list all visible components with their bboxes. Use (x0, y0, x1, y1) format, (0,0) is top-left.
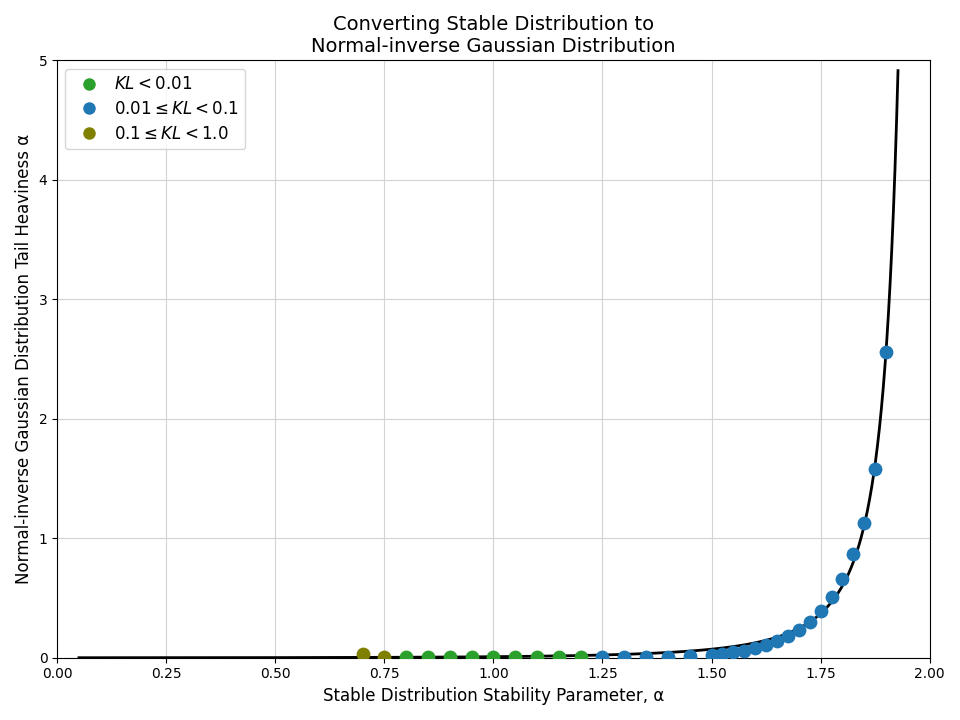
X-axis label: Stable Distribution Stability Parameter, α: Stable Distribution Stability Parameter,… (323, 687, 664, 705)
Point (726, 647, 741, 658)
Point (715, 648, 731, 660)
Point (486, 652, 501, 663)
Point (856, 517, 872, 528)
Point (420, 652, 436, 663)
Point (813, 606, 828, 617)
Point (758, 639, 774, 651)
Point (835, 573, 851, 585)
Point (529, 652, 544, 663)
Point (355, 649, 371, 660)
Point (846, 548, 861, 559)
Point (736, 645, 752, 657)
Point (464, 652, 479, 663)
Point (443, 652, 458, 663)
Point (398, 652, 414, 663)
Point (682, 650, 697, 662)
Legend: $KL < 0.01$, $0.01 \leq KL < 0.1$, $0.1 \leq KL < 1.0$: $KL < 0.01$, $0.01 \leq KL < 0.1$, $0.1 … (65, 68, 246, 149)
Point (824, 591, 839, 603)
Point (595, 652, 611, 663)
Point (551, 652, 566, 663)
Point (660, 651, 676, 662)
Title: Converting Stable Distribution to
Normal-inverse Gaussian Distribution: Converting Stable Distribution to Normal… (311, 15, 676, 56)
Point (868, 463, 883, 474)
Point (791, 624, 806, 636)
Point (780, 631, 796, 642)
Point (802, 616, 817, 628)
Point (376, 651, 392, 662)
Point (878, 346, 894, 358)
Point (704, 649, 719, 660)
Y-axis label: Normal-inverse Gaussian Distribution Tail Heaviness α: Normal-inverse Gaussian Distribution Tai… (15, 134, 33, 584)
Point (616, 652, 632, 663)
Point (638, 652, 654, 663)
Point (508, 652, 523, 663)
Point (769, 635, 784, 647)
Point (573, 652, 588, 663)
Point (748, 642, 763, 654)
